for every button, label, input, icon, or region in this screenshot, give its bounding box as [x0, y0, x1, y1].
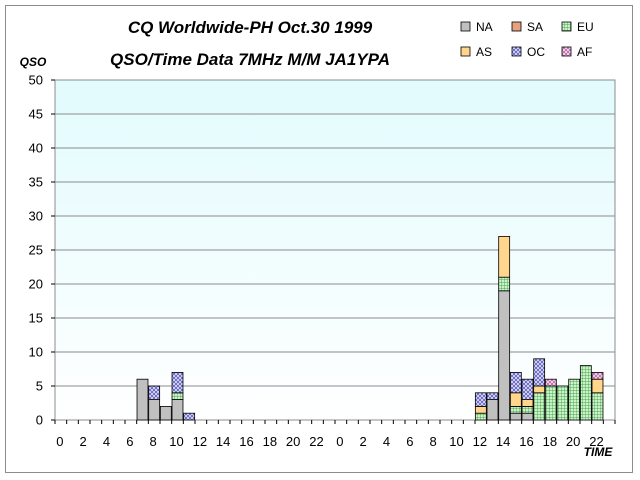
- bar-segment-eu: [533, 392, 546, 421]
- y-tick-label: 50: [29, 73, 43, 88]
- bar-segment-eu: [568, 378, 581, 421]
- x-tick-label: 14: [496, 434, 510, 449]
- bar-segment-na: [486, 399, 499, 421]
- bar-segment-na: [136, 378, 149, 421]
- x-tick-label: 4: [383, 434, 390, 449]
- y-tick-label: 25: [29, 243, 43, 258]
- y-tick-label: 15: [29, 311, 43, 326]
- y-tick-label: 10: [29, 345, 43, 360]
- bar-segment-na: [159, 405, 172, 421]
- bar-segment-as: [533, 385, 546, 394]
- y-axis-label: QSO: [20, 55, 47, 69]
- x-tick-label: 6: [406, 434, 413, 449]
- bar-segment-oc: [474, 392, 487, 407]
- x-tick-label: 22: [309, 434, 323, 449]
- legend-label-oc: OC: [527, 45, 545, 59]
- x-tick-label: 0: [336, 434, 343, 449]
- bar-segment-oc: [521, 378, 534, 401]
- x-tick-label: 16: [519, 434, 533, 449]
- legend-label-eu: EU: [577, 20, 594, 34]
- legend-swatch-eu: [561, 21, 572, 32]
- legend-label-af: AF: [577, 45, 592, 59]
- bar-segment-as: [591, 378, 604, 394]
- bar-segment-na: [509, 412, 522, 421]
- x-tick-label: 10: [169, 434, 183, 449]
- x-tick-label: 2: [360, 434, 367, 449]
- chart-title: CQ Worldwide-PH Oct.30 1999: [128, 18, 373, 37]
- x-tick-label: 14: [216, 434, 230, 449]
- bar-segment-oc: [533, 358, 546, 387]
- x-tick-label: 18: [263, 434, 277, 449]
- bar-segment-oc: [509, 371, 522, 394]
- x-tick-label: 8: [430, 434, 437, 449]
- x-tick-label: 12: [193, 434, 207, 449]
- legend-swatch-af: [561, 46, 572, 57]
- legend-label-as: AS: [476, 45, 492, 59]
- bar-segment-as: [498, 235, 511, 278]
- x-tick-label: 4: [103, 434, 110, 449]
- x-tick-label: 20: [286, 434, 300, 449]
- bar-segment-na: [498, 290, 511, 421]
- x-tick-label: 20: [566, 434, 580, 449]
- bar-segment-as: [521, 399, 534, 407]
- bar-segment-eu: [591, 392, 604, 421]
- bar-segment-af: [544, 378, 557, 387]
- legend: NA SA EU AS OC AF: [460, 20, 594, 59]
- legend-label-na: NA: [476, 20, 493, 34]
- bar-segment-af: [591, 371, 604, 380]
- legend-swatch-na: [460, 21, 471, 32]
- x-tick-label: 18: [543, 434, 557, 449]
- bar-segment-eu: [556, 385, 569, 421]
- x-tick-label: 10: [449, 434, 463, 449]
- bar-segment-eu: [171, 392, 184, 400]
- bar-segment-eu: [509, 405, 522, 414]
- chart-subtitle: QSO/Time Data 7MHz M/M JA1YPA: [110, 50, 390, 69]
- y-tick-label: 30: [29, 209, 43, 224]
- y-axis: 0 5 10 15 20 25 30 35 40 45 50: [29, 73, 55, 428]
- y-tick-label: 20: [29, 277, 43, 292]
- y-tick-label: 45: [29, 107, 43, 122]
- bar-segment-eu: [521, 405, 534, 414]
- bar-segment-oc: [171, 371, 184, 394]
- bar-segment-as: [509, 392, 522, 407]
- legend-swatch-sa: [511, 21, 522, 32]
- y-tick-label: 35: [29, 175, 43, 190]
- y-tick-label: 5: [36, 379, 43, 394]
- bar-segment-na: [521, 412, 534, 421]
- x-axis-label: TIME: [584, 445, 614, 459]
- x-axis: 0 2 4 6 8 10 12 14 16 18 20 22 0 2 4 6 8 10 12 14 16 18 20 22: [54, 420, 616, 449]
- bar-segment-na: [171, 399, 184, 421]
- bar-segment-eu: [474, 412, 487, 421]
- bar-segment-eu: [579, 365, 592, 421]
- bar-segment-oc: [148, 385, 161, 401]
- x-tick-label: 22: [589, 434, 603, 449]
- bars: [136, 235, 604, 421]
- legend-swatch-as: [460, 46, 471, 57]
- x-tick-label: 8: [150, 434, 157, 449]
- x-tick-label: 12: [473, 434, 487, 449]
- bar-segment-eu: [498, 276, 511, 292]
- bar-segment-oc: [183, 412, 196, 421]
- x-tick-label: 0: [56, 434, 63, 449]
- x-tick-label: 2: [80, 434, 87, 449]
- legend-swatch-oc: [511, 46, 522, 57]
- bar-segment-eu: [544, 385, 557, 421]
- bar-segment-as: [474, 405, 487, 414]
- x-tick-label: 6: [126, 434, 133, 449]
- y-tick-label: 0: [36, 413, 43, 428]
- y-tick-label: 40: [29, 141, 43, 156]
- bar-segment-na: [148, 399, 161, 421]
- x-tick-label: 16: [239, 434, 253, 449]
- bar-segment-oc: [486, 392, 499, 400]
- legend-label-sa: SA: [527, 20, 543, 34]
